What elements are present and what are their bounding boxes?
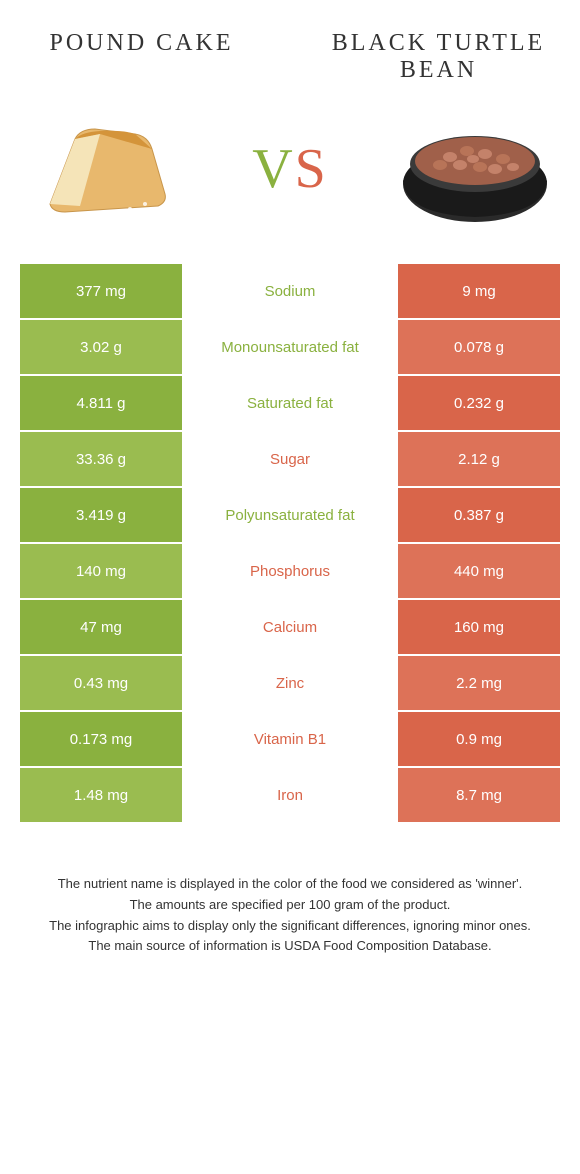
value-right: 0.9 mg (398, 712, 560, 766)
value-left: 0.43 mg (20, 656, 182, 710)
nutrient-label: Calcium (182, 600, 398, 654)
table-row: 3.02 gMonounsaturated fat0.078 g (20, 320, 560, 376)
value-right: 2.2 mg (398, 656, 560, 710)
vs-letter-v: V (252, 138, 294, 200)
vs-row: VS (20, 104, 560, 234)
vs-letter-s: S (295, 138, 328, 200)
nutrient-label: Saturated fat (182, 376, 398, 430)
table-row: 0.173 mgVitamin B10.9 mg (20, 712, 560, 768)
nutrient-label: Iron (182, 768, 398, 822)
value-left: 0.173 mg (20, 712, 182, 766)
beans-bowl-icon (395, 109, 555, 229)
nutrient-label: Sodium (182, 264, 398, 318)
value-right: 0.387 g (398, 488, 560, 542)
food-right-image (390, 104, 560, 234)
value-left: 1.48 mg (20, 768, 182, 822)
value-left: 33.36 g (20, 432, 182, 486)
nutrient-label: Vitamin B1 (182, 712, 398, 766)
value-right: 0.232 g (398, 376, 560, 430)
table-row: 140 mgPhosphorus440 mg (20, 544, 560, 600)
table-row: 0.43 mgZinc2.2 mg (20, 656, 560, 712)
value-right: 160 mg (398, 600, 560, 654)
nutrient-label: Polyunsaturated fat (182, 488, 398, 542)
value-left: 377 mg (20, 264, 182, 318)
pound-cake-icon (30, 114, 180, 224)
table-row: 4.811 gSaturated fat0.232 g (20, 376, 560, 432)
value-left: 4.811 g (20, 376, 182, 430)
footer-line-2: The amounts are specified per 100 gram o… (40, 895, 540, 916)
footer-notes: The nutrient name is displayed in the co… (20, 874, 560, 957)
value-left: 47 mg (20, 600, 182, 654)
table-row: 377 mgSodium9 mg (20, 264, 560, 320)
value-left: 3.02 g (20, 320, 182, 374)
nutrient-label: Monounsaturated fat (182, 320, 398, 374)
table-row: 3.419 gPolyunsaturated fat0.387 g (20, 488, 560, 544)
food-right-title: Black turtle bean (317, 30, 560, 84)
table-row: 47 mgCalcium160 mg (20, 600, 560, 656)
value-right: 440 mg (398, 544, 560, 598)
value-left: 3.419 g (20, 488, 182, 542)
comparison-table: 377 mgSodium9 mg3.02 gMonounsaturated fa… (20, 264, 560, 824)
food-left-image (20, 104, 190, 234)
footer-line-4: The main source of information is USDA F… (40, 936, 540, 957)
nutrient-label: Zinc (182, 656, 398, 710)
vs-label: VS (252, 137, 328, 201)
nutrient-label: Phosphorus (182, 544, 398, 598)
value-left: 140 mg (20, 544, 182, 598)
footer-line-3: The infographic aims to display only the… (40, 916, 540, 937)
value-right: 0.078 g (398, 320, 560, 374)
value-right: 8.7 mg (398, 768, 560, 822)
footer-line-1: The nutrient name is displayed in the co… (40, 874, 540, 895)
table-row: 1.48 mgIron8.7 mg (20, 768, 560, 824)
value-right: 9 mg (398, 264, 560, 318)
table-row: 33.36 gSugar2.12 g (20, 432, 560, 488)
header: Pound cake Black turtle bean (20, 30, 560, 84)
food-left-title: Pound cake (20, 30, 263, 57)
nutrient-label: Sugar (182, 432, 398, 486)
value-right: 2.12 g (398, 432, 560, 486)
